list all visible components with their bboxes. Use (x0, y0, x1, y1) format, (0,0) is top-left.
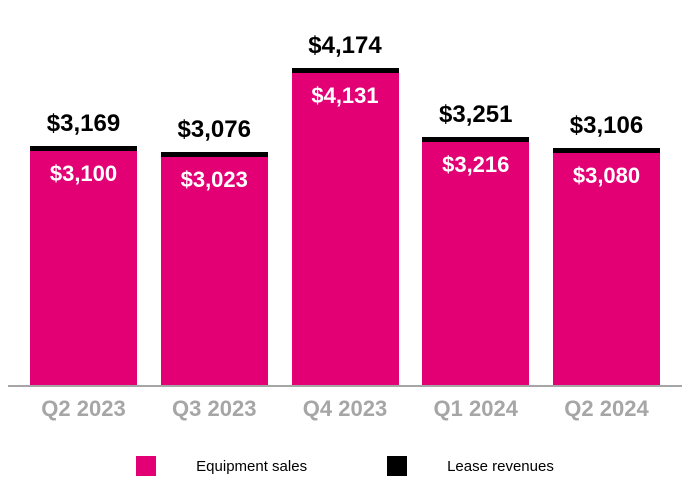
x-axis-label-q4-2023: Q4 2023 (302, 396, 388, 421)
equipment-sales-value-label: $3,023 (180, 167, 248, 192)
lease-revenues-segment (553, 148, 660, 153)
legend-label-equipment-sales: Equipment sales (196, 457, 308, 475)
lease-revenues-segment (30, 146, 137, 151)
legend-label-lease-revenues: Lease revenues (447, 457, 554, 475)
lease-revenues-segment (291, 68, 399, 73)
x-axis-label-q3-2023: Q3 2023 (172, 396, 257, 421)
x-axis-label-q2-2024: Q2 2024 (564, 396, 649, 421)
total-value-label: $3,076 (177, 116, 251, 143)
total-value-label: $3,106 (569, 112, 644, 139)
total-value-label: $3,169 (46, 110, 121, 137)
x-axis-label-q2-2023: Q2 2023 (41, 396, 126, 421)
legend: Equipment sales Lease revenues (0, 456, 690, 476)
equipment-sales-value-label: $4,131 (311, 83, 379, 108)
equipment-sales-segment: $3,216 (422, 142, 530, 385)
total-value-label: $3,251 (439, 101, 513, 128)
plot-area: $3,169 $3,100 $3,076 $3,023 $4,174 $4,131 $3,2… (0, 10, 690, 385)
legend-swatch-equipment-sales (136, 456, 157, 476)
equipment-sales-value-label: $3,080 (572, 163, 641, 188)
legend-item-equipment-sales: Equipment sales (136, 456, 307, 476)
legend-swatch-lease-revenues (387, 456, 408, 476)
legend-item-lease-revenues: Lease revenues (387, 456, 554, 476)
x-axis-labels: Q2 2023 Q3 2023 Q4 2023 Q1 2024 Q2 2024 (0, 396, 690, 422)
bar-group-q1-2024: $3,251 $3,216 (422, 10, 530, 385)
x-axis-label-q1-2024: Q1 2024 (433, 396, 518, 421)
lease-revenues-segment (160, 152, 268, 157)
equipment-sales-value-label: $3,216 (442, 152, 510, 177)
equipment-sales-value-label: $3,100 (49, 161, 118, 186)
x-axis-line (8, 385, 682, 387)
bar-group-q3-2023: $3,076 $3,023 (160, 10, 268, 385)
bar-group-q2-2024: $3,106 $3,080 (553, 10, 660, 385)
equipment-sales-segment: $3,023 (160, 157, 268, 385)
total-value-label: $4,174 (308, 32, 382, 59)
bar-group-q2-2023: $3,169 $3,100 (30, 10, 137, 385)
equipment-sales-segment: $4,131 (291, 73, 399, 385)
bar-group-q4-2023: $4,174 $4,131 (291, 10, 399, 385)
equipment-sales-segment: $3,080 (553, 153, 660, 385)
equipment-sales-segment: $3,100 (30, 151, 137, 385)
lease-revenues-segment (422, 137, 530, 142)
